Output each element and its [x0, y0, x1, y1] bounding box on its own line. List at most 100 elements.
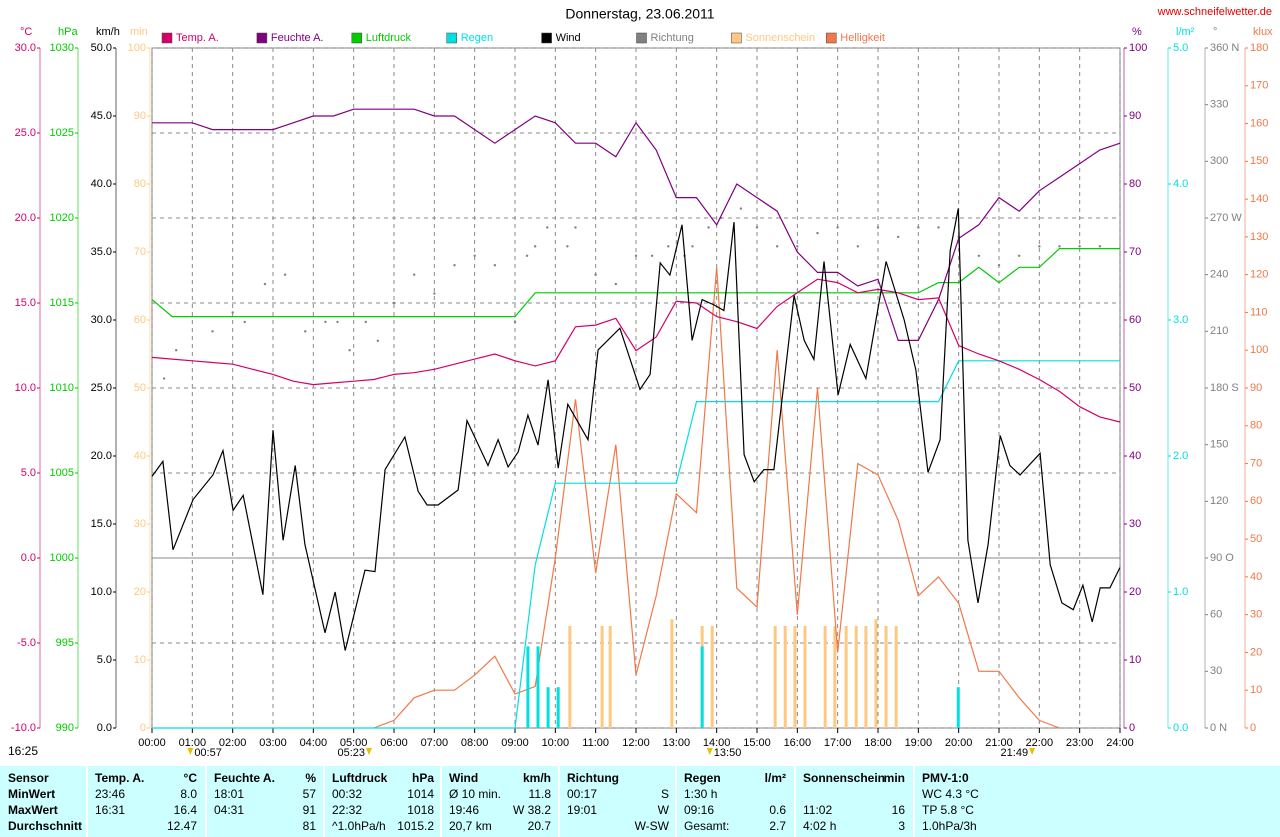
cell-left: 00:32 — [332, 787, 363, 801]
column-separator — [913, 766, 915, 837]
y-tick-label: 5.0 — [1173, 42, 1188, 54]
y-tick-label: 300 — [1210, 155, 1228, 167]
column-separator — [558, 766, 560, 837]
y-tick-label: 30 — [1210, 665, 1222, 677]
sunshine-bar — [864, 626, 868, 728]
rain-bar — [526, 646, 530, 728]
y-tick-label: 90 — [1250, 382, 1262, 394]
direction-dot — [336, 320, 339, 324]
y-tick-label: 120 — [1210, 495, 1228, 507]
sunshine-bar — [793, 626, 797, 728]
x-tick-label: 01:00 — [179, 737, 207, 749]
y-tick-label: 990 — [56, 722, 74, 734]
y-tick-label: 4.0 — [1173, 178, 1188, 190]
direction-dot — [937, 226, 940, 229]
direction-dot — [473, 254, 476, 257]
legend-swatch — [161, 32, 173, 44]
y-tick-label: 20 — [1250, 646, 1262, 658]
direction-dot — [650, 254, 654, 257]
axis-unit: ° — [1213, 26, 1217, 38]
y-tick-label: 90 — [1129, 110, 1141, 122]
row-label: Durchschnitt — [8, 819, 83, 833]
column-unit: l/m² — [764, 771, 786, 785]
sunshine-bar — [833, 626, 837, 728]
y-tick-label: 1020 — [50, 212, 74, 224]
direction-dot — [594, 273, 597, 276]
series-line — [373, 267, 1060, 729]
series-line — [152, 360, 1120, 729]
cell-text: WC 4.3 °C — [922, 787, 979, 801]
direction-dot — [691, 245, 694, 248]
column-name: Richtung — [567, 771, 619, 785]
column-separator — [794, 766, 796, 837]
cell-value: 1014 — [407, 787, 434, 801]
direction-dot — [211, 330, 214, 333]
x-tick-label: 17:00 — [824, 737, 852, 749]
direction-dot — [392, 301, 396, 305]
column-separator — [86, 766, 88, 837]
sunshine-bar — [854, 626, 858, 728]
direction-dot — [1017, 254, 1021, 257]
stats-table: Sensor Temp. A. °C Feuchte A.% Luftdruck hPa W… — [0, 766, 1280, 837]
x-tick-label: 15:00 — [743, 737, 771, 749]
y-tick-label: 100 — [1250, 344, 1268, 356]
annotation-marker — [706, 748, 713, 755]
cell-value: W 38.2 — [512, 803, 551, 817]
cell-value: 57 — [302, 787, 316, 801]
y-tick-label: 330 — [1210, 99, 1228, 111]
series-line — [151, 208, 1121, 651]
column-separator — [440, 766, 442, 837]
legend-label: Temp. A. — [176, 32, 219, 44]
rain-bar — [546, 687, 550, 728]
direction-dot — [876, 226, 880, 229]
direction-dot — [493, 264, 497, 267]
cell-value: 12.47 — [166, 819, 197, 833]
y-tick-label: 2.0 — [1173, 450, 1188, 462]
y-tick-label: 1000 — [50, 552, 74, 564]
cell-value: W-SW — [634, 819, 669, 833]
y-tick-label: 1005 — [50, 467, 74, 479]
legend-swatch — [351, 32, 363, 44]
legend-label: Feuchte A. — [271, 32, 324, 44]
x-tick-label: 20:00 — [945, 737, 973, 749]
sunshine-bar — [844, 626, 848, 728]
y-tick-label: 240 — [1210, 269, 1228, 281]
y-tick-label: 80 — [1129, 178, 1141, 190]
direction-dot — [1038, 245, 1041, 248]
direction-dot — [162, 377, 166, 380]
y-tick-label: 10 — [1250, 684, 1262, 696]
cell-value: 81 — [302, 819, 316, 833]
y-tick-label: 40 — [1129, 450, 1141, 462]
cell-left: Ø 10 min. — [449, 787, 502, 801]
column-separator — [675, 766, 677, 837]
direction-dot — [836, 226, 839, 229]
x-tick-label: 10:00 — [542, 737, 570, 749]
rain-bar — [556, 687, 560, 728]
axis-unit: l/m² — [1176, 26, 1195, 38]
x-tick-label: 04:00 — [300, 737, 328, 749]
cell-left: 09:16 — [684, 803, 715, 817]
y-tick-label: 360 N — [1210, 42, 1239, 54]
x-tick-label: 24:00 — [1106, 737, 1134, 749]
y-tick-label: 60 — [1129, 314, 1141, 326]
y-tick-label: -5.0 — [17, 637, 36, 649]
cell-left: ^1.0hPa/h — [332, 819, 386, 833]
rain-bar — [700, 646, 704, 728]
direction-dot — [175, 349, 178, 352]
direction-dot — [324, 320, 327, 324]
cell-value: W — [657, 803, 669, 817]
y-tick-label: 0 N — [1210, 722, 1227, 734]
direction-dot — [1078, 245, 1081, 248]
y-tick-label: 60 — [1210, 609, 1222, 621]
annotation-label: 05:23 — [337, 747, 365, 759]
column-name: Regen — [684, 771, 721, 785]
y-tick-label: 180 — [1250, 42, 1268, 54]
axis-unit: hPa — [58, 26, 78, 38]
y-tick-label: 15.0 — [15, 297, 36, 309]
y-tick-label: 180 S — [1210, 382, 1239, 394]
y-tick-label: 70 — [134, 246, 146, 258]
table-header: Sensor — [8, 771, 49, 785]
cell-left: 16:31 — [95, 803, 126, 817]
y-tick-label: -10.0 — [11, 722, 36, 734]
